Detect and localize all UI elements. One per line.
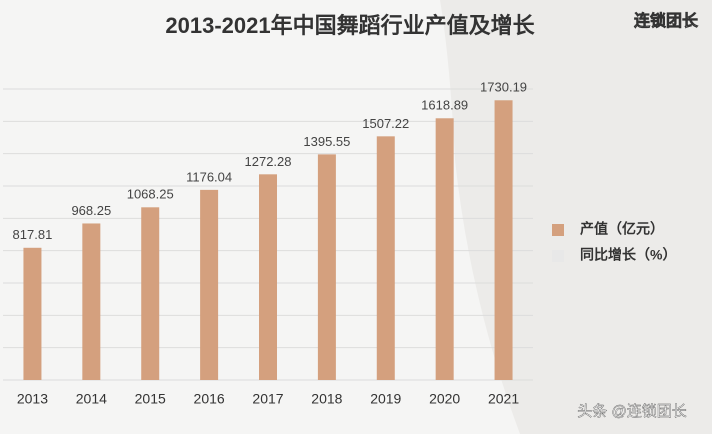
legend-label: 同比增长（%） <box>580 247 676 263</box>
x-tick-label: 2016 <box>194 391 225 407</box>
watermark: 头条 @连锁团长 <box>577 403 686 420</box>
legend-label: 产值（亿元） <box>580 221 664 237</box>
x-tick-label: 2017 <box>252 391 283 407</box>
data-label: 1068.25 <box>127 187 174 202</box>
legend-swatch <box>552 224 564 236</box>
bar <box>259 174 277 380</box>
data-label: 1176.04 <box>186 169 232 184</box>
x-tick-label: 2019 <box>370 391 401 407</box>
bar <box>317 154 336 380</box>
data-label: 1272.28 <box>245 154 292 169</box>
legend-swatch <box>552 250 564 262</box>
bar <box>494 100 513 380</box>
bar <box>376 136 395 380</box>
data-label: 1395.55 <box>303 134 350 149</box>
data-label: 817.81 <box>13 227 53 242</box>
data-label: 968.25 <box>71 203 111 218</box>
data-label: 1507.22 <box>362 116 409 131</box>
x-tick-label: 2015 <box>135 391 166 407</box>
bar <box>435 118 454 380</box>
x-tick-label: 2021 <box>488 391 519 407</box>
data-label: 1618.89 <box>421 98 468 113</box>
bar <box>200 189 219 380</box>
x-tick-label: 2018 <box>311 391 342 407</box>
data-label: 1730.19 <box>480 80 527 95</box>
bar <box>141 207 160 380</box>
bar <box>82 223 101 380</box>
x-tick-label: 2013 <box>17 391 48 407</box>
bar <box>23 247 42 380</box>
chart-title: 2013-2021年中国舞蹈行业产值及增长 <box>165 13 535 38</box>
x-tick-label: 2020 <box>429 391 460 407</box>
watermark: 连锁团长 <box>634 11 699 30</box>
x-tick-label: 2014 <box>76 391 107 407</box>
